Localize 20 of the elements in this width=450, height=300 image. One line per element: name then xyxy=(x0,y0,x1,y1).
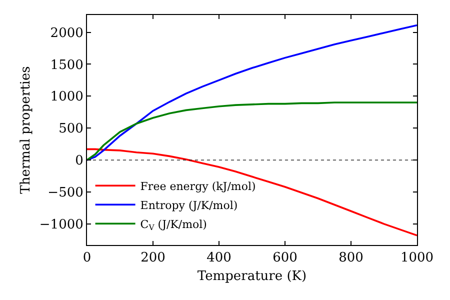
x-tick-label: 600 xyxy=(272,250,298,266)
x-tick-label: 400 xyxy=(206,250,232,266)
x-tick-label: 800 xyxy=(338,250,364,266)
y-tick-label: 1000 xyxy=(50,90,84,105)
y-tick-label: 1500 xyxy=(50,58,84,73)
legend-label: Free energy (kJ/mol) xyxy=(140,180,256,193)
x-tick-label: 1000 xyxy=(400,250,434,266)
y-tick-label: −500 xyxy=(48,186,84,201)
legend-label: C$_{V}$ (J/K/mol) xyxy=(140,218,207,232)
line-series xyxy=(87,148,417,236)
y-tick-label: 500 xyxy=(58,122,84,137)
legend-label: Entropy (J/K/mol) xyxy=(140,198,238,212)
y-tick-label: 0 xyxy=(75,154,84,169)
y-axis-title: Thermal properties xyxy=(18,66,34,194)
line-series xyxy=(87,24,417,161)
x-tick-label: 200 xyxy=(140,250,166,266)
x-axis-title: Temperature (K) xyxy=(197,269,307,284)
y-tick-label: −1000 xyxy=(39,217,84,232)
line-series xyxy=(87,102,417,161)
y-tick-label: 2000 xyxy=(50,26,84,41)
